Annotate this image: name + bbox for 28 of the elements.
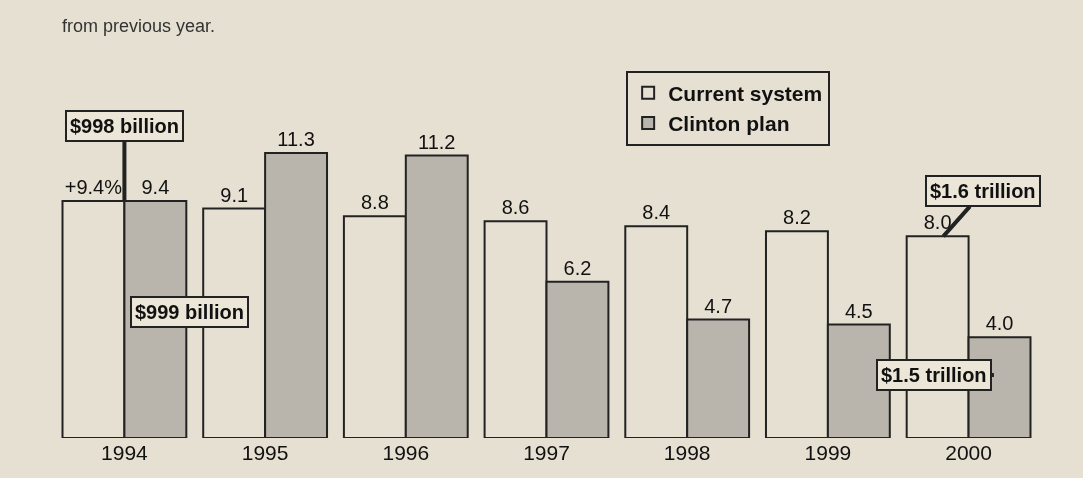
x-tick-label: 1999 <box>804 441 852 464</box>
data-label: 8.0 <box>923 211 952 234</box>
legend-label: Clinton plan <box>668 112 790 136</box>
annotation: $998 billion <box>70 115 179 137</box>
data-label: 11.2 <box>418 130 456 153</box>
x-tick-label: 1996 <box>382 441 430 464</box>
x-tick-label: 1998 <box>663 441 711 464</box>
x-tick-label: 1994 <box>101 441 149 464</box>
data-label: 8.6 <box>501 196 530 219</box>
data-label: 8.2 <box>783 206 811 229</box>
legend-label: Current system <box>668 81 823 105</box>
x-tick-label: 1995 <box>241 441 289 464</box>
data-label: 4.7 <box>704 294 733 317</box>
data-label: 8.8 <box>360 191 389 214</box>
x-tick-label: 2000 <box>945 441 992 464</box>
data-label: 6.2 <box>563 256 592 279</box>
data-label: +9.4% <box>64 176 123 198</box>
data-label: 8.4 <box>642 201 671 224</box>
data-label: 11.3 <box>277 128 315 151</box>
annotation: $1.6 trillion <box>930 180 1036 202</box>
annotation: $999 billion <box>135 301 244 323</box>
data-label: 9.1 <box>220 183 249 206</box>
data-label: 4.5 <box>844 299 873 322</box>
x-tick-label: 1997 <box>523 441 570 464</box>
chart-subtitle: from previous year. <box>62 16 216 36</box>
annotation: $1.5 trillion <box>881 364 987 386</box>
data-label: 9.4 <box>141 176 170 198</box>
data-label: 4.0 <box>985 312 1014 335</box>
